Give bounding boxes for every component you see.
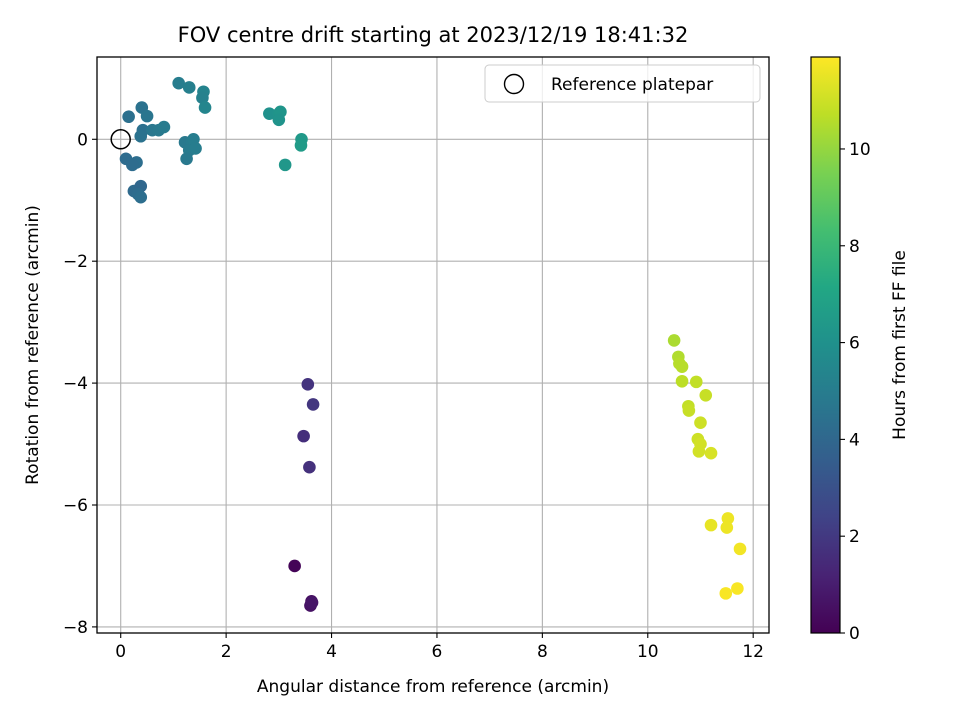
colorbar-label: Hours from first FF file (890, 250, 910, 440)
x-tick-label: 0 (115, 642, 126, 662)
reference-point (110, 129, 131, 150)
colorbar: 0 2 4 6 8 10 Hours from first FF file (810, 56, 910, 644)
data-point (172, 76, 185, 90)
data-point (294, 139, 308, 152)
data-point (134, 129, 148, 143)
plot-background (97, 57, 769, 633)
colorbar-tick-label: 0 (849, 624, 860, 644)
data-point (699, 388, 713, 402)
y-tick-label: −8 (63, 618, 88, 638)
colorbar-tick-label: 10 (849, 140, 871, 160)
colorbar-tick-label: 6 (849, 334, 860, 354)
data-point (126, 158, 139, 172)
data-point (189, 142, 202, 155)
data-point (733, 542, 747, 556)
data-point (692, 445, 706, 458)
legend-entry-label: Reference platepar (551, 75, 713, 95)
data-point (180, 152, 193, 166)
data-point (704, 446, 718, 460)
data-point (721, 512, 735, 525)
y-axis-ticks: −8 −6 −4 −2 0 (63, 130, 97, 638)
data-point (157, 120, 171, 134)
plot-area: 0 2 4 6 8 10 12 −8 −6 −4 −2 0 (63, 56, 770, 662)
data-point (305, 596, 319, 609)
colorbar-ticks: 0 2 4 6 8 10 (840, 140, 871, 644)
data-point (720, 521, 734, 534)
data-point (272, 113, 286, 127)
data-point (278, 158, 292, 172)
data-point (288, 559, 301, 573)
data-point (689, 375, 703, 389)
data-point (303, 460, 316, 474)
colorbar-tick-label: 8 (849, 237, 860, 257)
y-tick-label: −4 (63, 374, 88, 394)
data-point (682, 404, 696, 417)
x-tick-label: 4 (326, 642, 337, 662)
colorbar-tick-label: 4 (849, 430, 860, 450)
x-axis-label: Angular distance from reference (arcmin) (257, 677, 609, 697)
data-point (694, 416, 707, 430)
legend-marker-icon (503, 73, 525, 95)
data-point (301, 378, 315, 391)
data-point (198, 101, 212, 114)
x-tick-label: 2 (221, 642, 232, 662)
data-point (196, 91, 209, 105)
data-point (667, 334, 681, 347)
x-axis-ticks: 0 2 4 6 8 10 12 (115, 633, 764, 662)
plot-frame (96, 56, 770, 634)
data-points (119, 76, 747, 612)
y-tick-label: 0 (77, 130, 88, 150)
data-point (140, 109, 154, 123)
chart-title: FOV centre drift starting at 2023/12/19 … (178, 23, 689, 47)
legend-box (484, 64, 761, 103)
reference-marker (110, 129, 131, 150)
x-tick-label: 6 (432, 642, 443, 662)
x-tick-label: 10 (637, 642, 659, 662)
data-point (719, 587, 733, 600)
data-point (263, 107, 276, 120)
data-point (182, 81, 196, 94)
data-point (704, 518, 718, 532)
colorbar-gradient (810, 56, 841, 634)
data-point (731, 582, 744, 595)
x-tick-label: 8 (537, 642, 548, 662)
y-axis-label: Rotation from reference (arcmin) (23, 205, 43, 485)
legend: Reference platepar (484, 64, 761, 103)
data-point (675, 360, 689, 373)
data-point (122, 110, 135, 124)
y-tick-label: −2 (63, 252, 88, 272)
data-point (306, 398, 320, 411)
grid (97, 57, 769, 633)
x-tick-label: 12 (742, 642, 764, 662)
data-point (675, 374, 689, 388)
data-point (134, 190, 148, 204)
data-point (297, 429, 310, 443)
colorbar-tick-label: 2 (849, 527, 860, 547)
y-tick-label: −6 (63, 496, 88, 516)
